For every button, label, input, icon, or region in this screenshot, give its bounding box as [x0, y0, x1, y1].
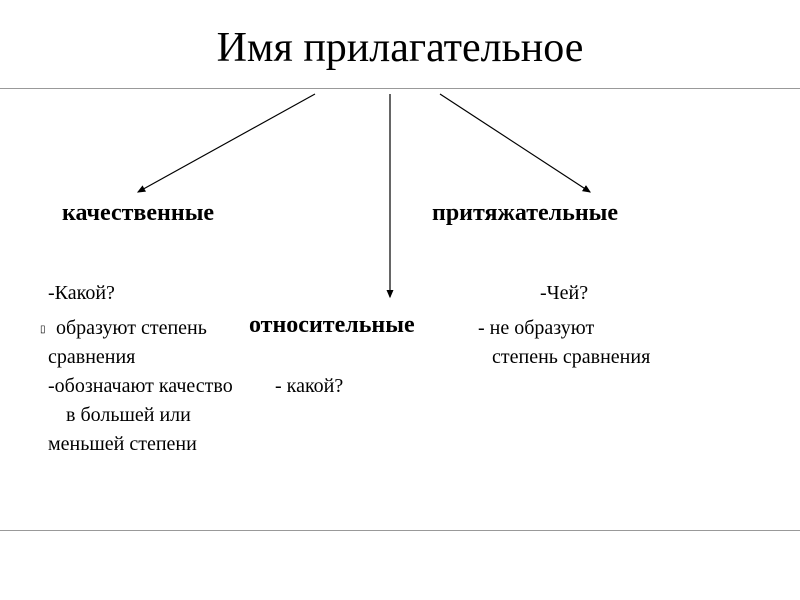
left-line-1: образуют степень: [56, 315, 207, 342]
left-question: -Какой?: [48, 282, 115, 305]
top-rule: [0, 88, 800, 89]
left-line-2: сравнения: [48, 344, 135, 371]
left-line-4: в большей или: [66, 402, 191, 429]
center-category-heading: относительные: [249, 312, 415, 339]
arrow-left: [138, 94, 315, 192]
arrow-right: [440, 94, 590, 192]
left-line-5: меньшей степени: [48, 431, 197, 458]
bottom-rule: [0, 530, 800, 531]
page-title: Имя прилагательное: [0, 0, 800, 80]
arrows-svg: [0, 0, 800, 600]
center-question: - какой?: [275, 373, 343, 400]
right-line-1: - не образуют: [478, 315, 594, 342]
left-line-3: -обозначают качество: [48, 373, 233, 400]
right-question: -Чей?: [540, 282, 588, 305]
right-category-heading: притяжательные: [432, 200, 618, 227]
left-category-heading: качественные: [62, 200, 214, 227]
right-line-2: степень сравнения: [492, 344, 650, 371]
bullet-icon: ▯: [40, 324, 46, 335]
